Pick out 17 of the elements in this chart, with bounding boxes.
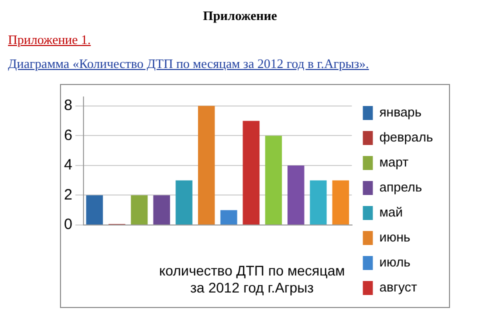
legend-label: август — [379, 280, 418, 295]
y-tick-label: 8 — [64, 97, 72, 114]
x-axis-title: количество ДТП по месяцам за 2012 год г.Агрыз — [159, 262, 345, 296]
text: Приложение 1. — [8, 32, 92, 48]
text: Приложение — [202, 8, 278, 24]
legend-label: июль — [379, 254, 411, 270]
y-tick-label: 0 — [64, 216, 72, 234]
chart-title: Диаграмма «Количество ДТП по месяцам за 2012 год в г.Агрыз». — [8, 56, 370, 72]
legend-label: февраль — [379, 130, 434, 145]
legend-label: март — [379, 154, 408, 170]
y-tick-label: 2 — [64, 186, 72, 204]
legend-label: январь — [379, 104, 422, 120]
y-tick-label: 6 — [64, 126, 72, 144]
legend-label: апрель — [379, 180, 422, 195]
legend-label: май — [379, 204, 403, 220]
legend-label: июнь — [379, 230, 411, 245]
y-tick-label: 4 — [64, 156, 72, 174]
